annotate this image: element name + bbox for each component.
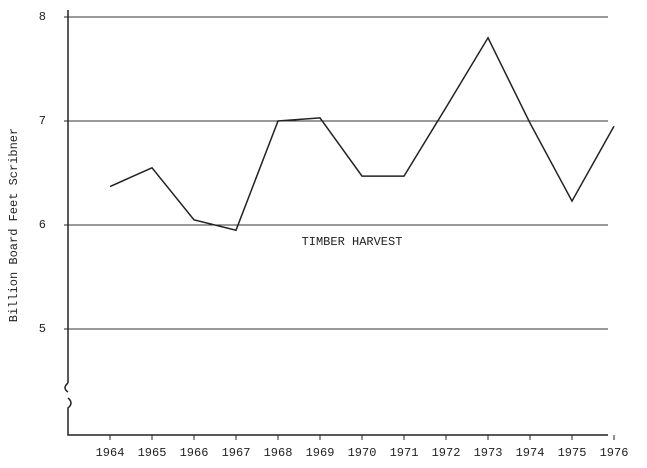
x-tick-label: 1973 <box>474 446 503 460</box>
x-tick-label: 1964 <box>96 446 125 460</box>
x-tick-label: 1975 <box>558 446 587 460</box>
x-axis <box>67 397 608 436</box>
x-tick-label: 1966 <box>180 446 209 460</box>
x-tick-label: 1976 <box>600 446 629 460</box>
axis-break <box>64 382 69 393</box>
x-tick-label: 1967 <box>222 446 251 460</box>
x-tick-label: 1971 <box>390 446 419 460</box>
x-tick-label: 1974 <box>516 446 545 460</box>
y-tick-label: 8 <box>39 10 46 24</box>
y-tick-label: 7 <box>39 114 46 128</box>
y-tick-label: 6 <box>39 218 46 232</box>
x-tick-label: 1972 <box>432 446 461 460</box>
y-tick-label: 5 <box>39 322 46 336</box>
x-tick-label: 1970 <box>348 446 377 460</box>
data-line <box>109 36 615 232</box>
x-tick-label: 1969 <box>306 446 335 460</box>
annotation: TIMBER HARVEST <box>302 235 403 249</box>
y-axis-label: Billion Board Feet Scribner <box>7 128 21 322</box>
x-tick-label: 1968 <box>264 446 293 460</box>
x-tick-label: 1965 <box>138 446 167 460</box>
